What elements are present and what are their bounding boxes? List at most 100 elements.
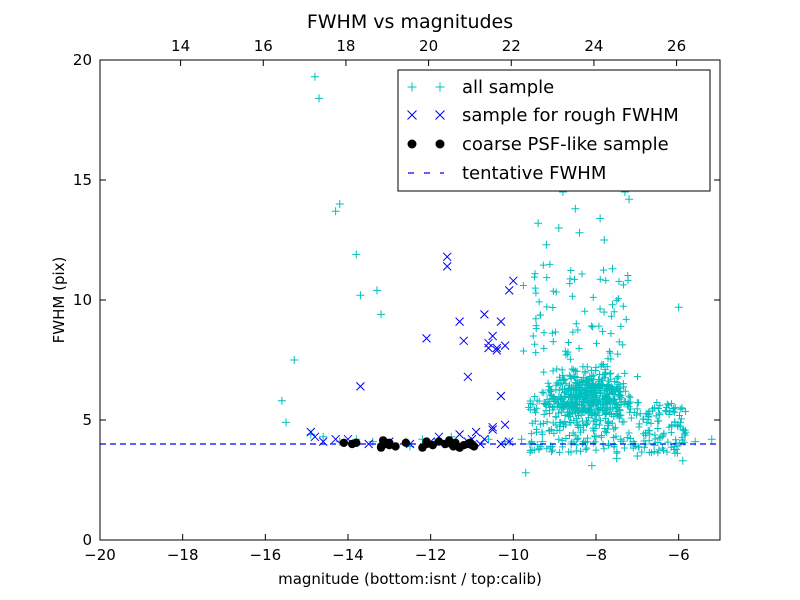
all-sample-point — [595, 421, 603, 429]
legend: all sample sample for rough FWHM coarse PS… — [397, 69, 711, 192]
rough-sample-point — [496, 439, 506, 449]
y-tick-label: 15 — [73, 171, 92, 189]
all-sample-point — [567, 266, 575, 274]
plot-marks — [100, 72, 720, 477]
all-sample-point — [667, 443, 675, 451]
all-sample-point — [554, 435, 563, 444]
all-sample-point — [540, 329, 548, 337]
all-sample-point — [583, 444, 591, 452]
all-sample-point — [674, 303, 683, 312]
all-sample-point — [573, 367, 581, 375]
all-sample-point — [605, 381, 613, 389]
all-sample-point — [532, 289, 540, 297]
all-sample-point — [630, 409, 638, 417]
all-sample-point — [670, 404, 678, 412]
all-sample-point — [536, 311, 544, 319]
all-sample-point — [595, 322, 603, 330]
rough-sample-point — [442, 262, 452, 271]
all-sample-point — [619, 341, 627, 349]
all-sample-point — [540, 389, 548, 397]
all-sample-point — [577, 376, 585, 384]
all-sample-point — [544, 386, 552, 394]
all-sample-point — [643, 419, 651, 427]
all-sample-point — [583, 378, 591, 386]
all-sample-point — [667, 429, 675, 437]
all-sample-point — [533, 397, 541, 405]
all-sample-point — [655, 446, 663, 454]
all-sample-point — [596, 370, 604, 378]
all-sample-point — [707, 435, 716, 444]
all-sample-point — [610, 308, 618, 316]
all-sample-point — [610, 434, 618, 442]
all-sample-point — [635, 420, 643, 428]
all-sample-point — [581, 439, 589, 447]
all-sample-point — [605, 394, 613, 402]
all-sample-point — [565, 402, 573, 410]
all-sample-point — [636, 410, 644, 418]
all-sample-point — [547, 425, 555, 433]
all-sample-point — [552, 413, 560, 421]
rough-sample-point — [496, 317, 506, 326]
all-sample-point — [559, 423, 567, 431]
all-sample-point — [572, 320, 580, 328]
all-sample-point — [590, 371, 598, 379]
all-sample-point — [532, 322, 540, 330]
all-sample-point — [559, 371, 567, 379]
all-sample-point — [590, 432, 598, 440]
x-tick-label: −10 — [498, 546, 530, 564]
all-sample-point — [599, 361, 607, 369]
all-sample-point — [634, 373, 642, 381]
all-sample-point — [526, 406, 534, 414]
all-sample-point — [529, 400, 537, 408]
all-sample-point — [570, 383, 578, 391]
all-sample-point — [612, 399, 620, 407]
all-sample-point — [596, 390, 604, 398]
all-sample-point — [576, 423, 584, 431]
all-sample-point — [625, 429, 633, 437]
all-sample-point — [608, 264, 617, 273]
all-sample-point — [592, 363, 600, 371]
all-sample-point — [574, 326, 582, 334]
all-sample-point — [617, 400, 625, 408]
rough-sample-point — [492, 346, 502, 355]
all-sample-point — [564, 348, 572, 356]
y-tick-label: 20 — [73, 51, 92, 69]
x-axis-label: magnitude (bottom:isnt / top:calib) — [278, 570, 542, 588]
rough-sample-point — [422, 334, 431, 343]
top-tick-label: 16 — [254, 37, 273, 55]
all-sample-point — [612, 454, 621, 463]
all-sample-point — [552, 288, 560, 296]
all-sample-point — [620, 444, 628, 452]
all-sample-point — [663, 448, 671, 456]
rough-sample-point — [459, 336, 469, 346]
all-sample-point — [645, 437, 653, 445]
all-sample-point — [561, 412, 569, 420]
all-sample-point — [539, 420, 547, 428]
all-sample-point — [546, 260, 554, 268]
all-sample-point — [665, 401, 673, 409]
all-sample-point — [568, 292, 576, 300]
all-sample-point — [613, 374, 621, 382]
all-sample-point — [548, 448, 556, 456]
top-tick-label: 20 — [419, 37, 438, 55]
rough-sample-point — [442, 252, 452, 262]
legend-x-marker — [435, 110, 445, 120]
all-sample-point — [566, 413, 574, 421]
all-sample-point — [608, 382, 616, 390]
all-sample-point — [671, 403, 679, 411]
all-sample-point — [591, 398, 599, 406]
all-sample-point — [553, 365, 561, 373]
all-sample-point — [310, 72, 319, 81]
series-all-sample — [277, 72, 716, 477]
all-sample-point — [540, 368, 548, 376]
all-sample-point — [532, 349, 540, 357]
psf-sample-point — [422, 437, 431, 446]
all-sample-point — [530, 446, 538, 454]
all-sample-point — [587, 461, 596, 470]
psf-sample-point — [447, 439, 456, 449]
rough-sample-point — [492, 343, 502, 353]
x-tick-label: −14 — [332, 546, 364, 564]
all-sample-point — [570, 366, 578, 374]
all-sample-point — [543, 274, 551, 282]
all-sample-point — [594, 407, 602, 415]
